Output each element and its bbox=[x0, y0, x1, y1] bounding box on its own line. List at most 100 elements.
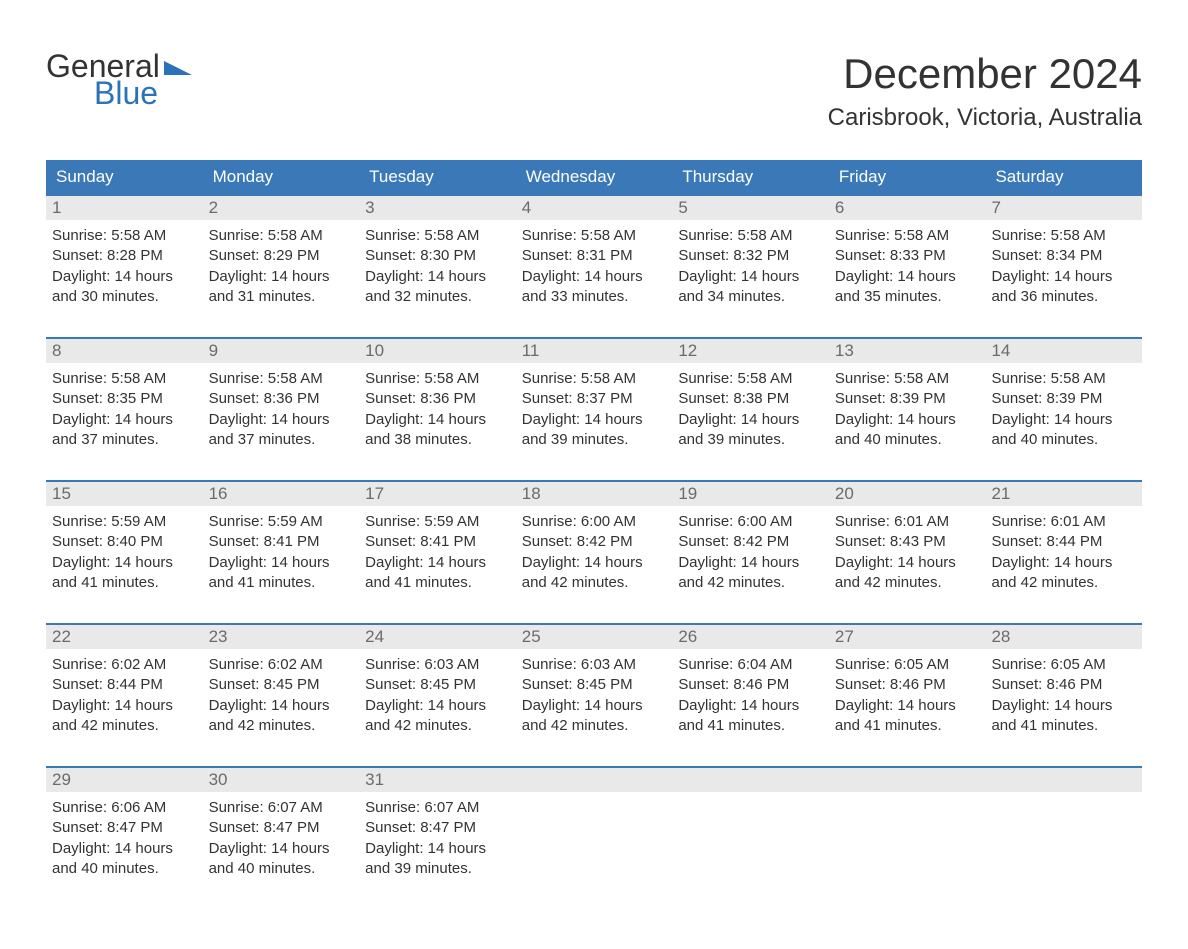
daylight-line-2: and 40 minutes. bbox=[835, 430, 982, 450]
daylight-line-1: Daylight: 14 hours bbox=[365, 410, 512, 430]
sunrise-text: Sunrise: 5:59 AM bbox=[209, 512, 356, 532]
daylight-line-2: and 42 minutes. bbox=[209, 716, 356, 736]
week-row: 8Sunrise: 5:58 AMSunset: 8:35 PMDaylight… bbox=[46, 337, 1142, 456]
sunrise-text: Sunrise: 6:03 AM bbox=[522, 655, 669, 675]
sunrise-text: Sunrise: 5:58 AM bbox=[678, 226, 825, 246]
daylight-line-2: and 41 minutes. bbox=[835, 716, 982, 736]
sunset-text: Sunset: 8:29 PM bbox=[209, 246, 356, 266]
day-detail: Sunrise: 5:58 AMSunset: 8:36 PMDaylight:… bbox=[203, 363, 360, 456]
daylight-line-2: and 41 minutes. bbox=[678, 716, 825, 736]
weekday-header-cell: Monday bbox=[203, 160, 360, 194]
sunrise-text: Sunrise: 6:02 AM bbox=[209, 655, 356, 675]
day-cell: 24Sunrise: 6:03 AMSunset: 8:45 PMDayligh… bbox=[359, 625, 516, 742]
sunset-text: Sunset: 8:47 PM bbox=[209, 818, 356, 838]
day-number: 10 bbox=[359, 339, 516, 363]
sunrise-text: Sunrise: 5:58 AM bbox=[991, 369, 1138, 389]
day-cell: 4Sunrise: 5:58 AMSunset: 8:31 PMDaylight… bbox=[516, 196, 673, 313]
sunset-text: Sunset: 8:46 PM bbox=[835, 675, 982, 695]
sunset-text: Sunset: 8:46 PM bbox=[678, 675, 825, 695]
daylight-line-2: and 39 minutes. bbox=[365, 859, 512, 879]
day-detail: Sunrise: 6:03 AMSunset: 8:45 PMDaylight:… bbox=[516, 649, 673, 742]
day-number: 20 bbox=[829, 482, 986, 506]
sunset-text: Sunset: 8:37 PM bbox=[522, 389, 669, 409]
week-row: 15Sunrise: 5:59 AMSunset: 8:40 PMDayligh… bbox=[46, 480, 1142, 599]
day-cell: 29Sunrise: 6:06 AMSunset: 8:47 PMDayligh… bbox=[46, 768, 203, 885]
day-number: 8 bbox=[46, 339, 203, 363]
day-number: 9 bbox=[203, 339, 360, 363]
sunset-text: Sunset: 8:31 PM bbox=[522, 246, 669, 266]
day-cell: 2Sunrise: 5:58 AMSunset: 8:29 PMDaylight… bbox=[203, 196, 360, 313]
daylight-line-1: Daylight: 14 hours bbox=[522, 267, 669, 287]
sunset-text: Sunset: 8:45 PM bbox=[209, 675, 356, 695]
daylight-line-1: Daylight: 14 hours bbox=[209, 696, 356, 716]
day-number: 27 bbox=[829, 625, 986, 649]
day-detail: Sunrise: 6:05 AMSunset: 8:46 PMDaylight:… bbox=[829, 649, 986, 742]
day-detail: Sunrise: 5:58 AMSunset: 8:28 PMDaylight:… bbox=[46, 220, 203, 313]
daylight-line-1: Daylight: 14 hours bbox=[991, 267, 1138, 287]
day-detail: Sunrise: 5:59 AMSunset: 8:41 PMDaylight:… bbox=[203, 506, 360, 599]
sunset-text: Sunset: 8:33 PM bbox=[835, 246, 982, 266]
weekday-header-cell: Sunday bbox=[46, 160, 203, 194]
daylight-line-1: Daylight: 14 hours bbox=[522, 410, 669, 430]
day-number: 2 bbox=[203, 196, 360, 220]
sunrise-text: Sunrise: 5:58 AM bbox=[991, 226, 1138, 246]
daylight-line-1: Daylight: 14 hours bbox=[209, 410, 356, 430]
day-detail: Sunrise: 6:00 AMSunset: 8:42 PMDaylight:… bbox=[672, 506, 829, 599]
sunrise-text: Sunrise: 6:02 AM bbox=[52, 655, 199, 675]
day-number: 1 bbox=[46, 196, 203, 220]
daylight-line-1: Daylight: 14 hours bbox=[522, 696, 669, 716]
day-cell: 23 Sunrise: 6:02 AMSunset: 8:45 PMDayligh… bbox=[203, 625, 360, 742]
daylight-line-2: and 31 minutes. bbox=[209, 287, 356, 307]
day-detail: Sunrise: 6:06 AMSunset: 8:47 PMDaylight:… bbox=[46, 792, 203, 885]
sunset-text: Sunset: 8:43 PM bbox=[835, 532, 982, 552]
day-cell: 6Sunrise: 5:58 AMSunset: 8:33 PMDaylight… bbox=[829, 196, 986, 313]
daylight-line-1: Daylight: 14 hours bbox=[209, 553, 356, 573]
day-cell: 7Sunrise: 5:58 AMSunset: 8:34 PMDaylight… bbox=[985, 196, 1142, 313]
day-detail bbox=[829, 792, 986, 804]
day-detail: Sunrise: 5:58 AMSunset: 8:36 PMDaylight:… bbox=[359, 363, 516, 456]
daylight-line-1: Daylight: 14 hours bbox=[522, 553, 669, 573]
daylight-line-1: Daylight: 14 hours bbox=[991, 553, 1138, 573]
daylight-line-1: Daylight: 14 hours bbox=[678, 410, 825, 430]
day-number bbox=[672, 768, 829, 792]
day-number: 30 bbox=[203, 768, 360, 792]
day-cell: 11Sunrise: 5:58 AMSunset: 8:37 PMDayligh… bbox=[516, 339, 673, 456]
day-detail: Sunrise: 5:58 AMSunset: 8:31 PMDaylight:… bbox=[516, 220, 673, 313]
day-number: 11 bbox=[516, 339, 673, 363]
sunset-text: Sunset: 8:32 PM bbox=[678, 246, 825, 266]
day-number: 21 bbox=[985, 482, 1142, 506]
sunrise-text: Sunrise: 6:06 AM bbox=[52, 798, 199, 818]
day-number: 25 bbox=[516, 625, 673, 649]
day-detail: Sunrise: 5:58 AMSunset: 8:39 PMDaylight:… bbox=[829, 363, 986, 456]
daylight-line-2: and 42 minutes. bbox=[522, 716, 669, 736]
daylight-line-2: and 42 minutes. bbox=[365, 716, 512, 736]
daylight-line-1: Daylight: 14 hours bbox=[678, 267, 825, 287]
daylight-line-1: Daylight: 14 hours bbox=[52, 553, 199, 573]
day-number: 24 bbox=[359, 625, 516, 649]
day-number: 28 bbox=[985, 625, 1142, 649]
daylight-line-2: and 33 minutes. bbox=[522, 287, 669, 307]
day-detail: Sunrise: 6:07 AMSunset: 8:47 PMDaylight:… bbox=[359, 792, 516, 885]
daylight-line-1: Daylight: 14 hours bbox=[365, 553, 512, 573]
sunset-text: Sunset: 8:28 PM bbox=[52, 246, 199, 266]
day-cell bbox=[985, 768, 1142, 885]
daylight-line-2: and 40 minutes. bbox=[209, 859, 356, 879]
header: General Blue December 2024 Carisbrook, V… bbox=[46, 50, 1142, 132]
sunrise-text: Sunrise: 6:07 AM bbox=[365, 798, 512, 818]
day-number: 12 bbox=[672, 339, 829, 363]
day-number: 26 bbox=[672, 625, 829, 649]
daylight-line-1: Daylight: 14 hours bbox=[52, 267, 199, 287]
sunrise-text: Sunrise: 5:58 AM bbox=[522, 226, 669, 246]
day-detail: Sunrise: 5:58 AMSunset: 8:32 PMDaylight:… bbox=[672, 220, 829, 313]
sunset-text: Sunset: 8:46 PM bbox=[991, 675, 1138, 695]
day-cell: 18Sunrise: 6:00 AMSunset: 8:42 PMDayligh… bbox=[516, 482, 673, 599]
day-number: 22 bbox=[46, 625, 203, 649]
daylight-line-2: and 35 minutes. bbox=[835, 287, 982, 307]
day-detail: Sunrise: 5:59 AMSunset: 8:41 PMDaylight:… bbox=[359, 506, 516, 599]
day-cell: 19Sunrise: 6:00 AMSunset: 8:42 PMDayligh… bbox=[672, 482, 829, 599]
day-number: 5 bbox=[672, 196, 829, 220]
day-cell: 3Sunrise: 5:58 AMSunset: 8:30 PMDaylight… bbox=[359, 196, 516, 313]
day-number: 23 bbox=[203, 625, 360, 649]
daylight-line-2: and 37 minutes. bbox=[209, 430, 356, 450]
weekday-header-cell: Thursday bbox=[672, 160, 829, 194]
